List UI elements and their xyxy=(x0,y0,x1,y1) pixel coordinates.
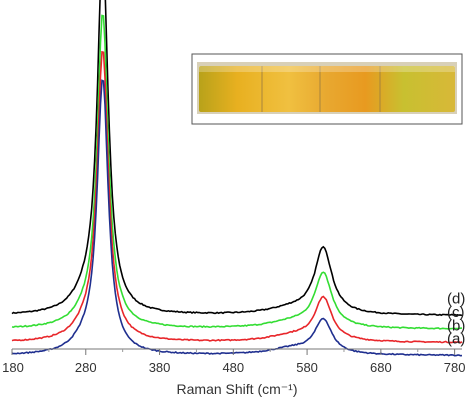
x-tick-label-0: 180 xyxy=(2,360,24,375)
series-label-2: (b) xyxy=(447,318,465,335)
x-tick-label-5: 680 xyxy=(370,360,392,375)
series-label-3: (a) xyxy=(447,331,465,348)
spectrum-line-1 xyxy=(11,14,463,330)
inset-photo xyxy=(191,53,463,125)
x-ticks: 180 280 380 480 580 680 780 xyxy=(2,349,465,375)
x-axis-title: Raman Shift (cm⁻¹) xyxy=(177,381,298,397)
x-tick-label-4: 580 xyxy=(296,360,318,375)
x-tick-label-3: 480 xyxy=(222,360,244,375)
plot-area: (d)(c)(b)(a) xyxy=(11,0,465,357)
x-tick-label-2: 380 xyxy=(149,360,171,375)
x-tick-label-1: 280 xyxy=(75,360,97,375)
spectrum-line-3 xyxy=(11,79,463,357)
series-label-0: (d) xyxy=(447,291,465,308)
x-tick-label-6: 780 xyxy=(444,360,466,375)
spectrum-line-0 xyxy=(11,0,463,317)
spectrum-line-2 xyxy=(11,50,463,344)
series-label-1: (c) xyxy=(447,304,465,321)
